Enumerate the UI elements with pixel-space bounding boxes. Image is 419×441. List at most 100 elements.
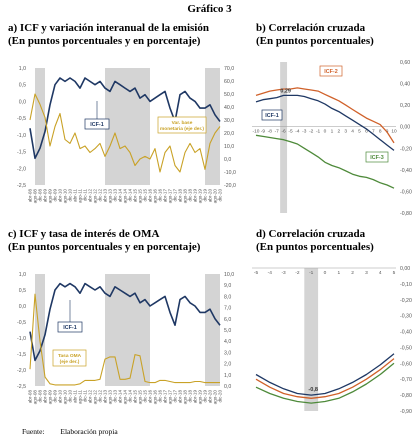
panel-b-shade xyxy=(280,62,288,213)
panel-a-x-tick: dic-14 xyxy=(128,189,133,202)
panel-d-min-label: -0,8 xyxy=(308,387,318,393)
panel-c-x-tick: dic-16 xyxy=(158,390,163,403)
panel-c-x-tick: ago-19 xyxy=(198,390,203,405)
panel-b-x-tick: -5 xyxy=(288,129,293,135)
panel-c-left-tick: 0,5 xyxy=(19,288,26,294)
panel-c-right-tick: 2,0 xyxy=(224,362,231,368)
panel-d-series-2-line xyxy=(255,362,395,404)
panel-d-right-tick: -0,60 xyxy=(400,361,412,367)
panel-c-right-tick: 8,0 xyxy=(224,294,231,300)
panel-c-x-tick: dic-09 xyxy=(53,390,58,403)
panel-c-x-tick: ago-16 xyxy=(153,390,158,405)
panel-b-icf1-label: ICF-1 xyxy=(265,113,278,119)
panel-c-title-line1: c) ICF y tasa de interés de OMA xyxy=(8,228,160,240)
panel-b-right-tick: -0,60 xyxy=(400,189,412,195)
panel-d-x-tick: 1 xyxy=(337,270,340,276)
panel-a-series-0-line xyxy=(29,77,221,160)
panel-c-left-tick: -1,0 xyxy=(17,336,26,342)
panel-b-x-tick: 5 xyxy=(358,129,361,135)
panel-d-x-tick: 5 xyxy=(393,270,396,276)
panel-c-x-tick: abr-16 xyxy=(148,390,153,404)
panel-a-title: a) ICF y variación interanual de la emis… xyxy=(8,22,209,48)
panel-a-x-tick: abr-13 xyxy=(103,189,108,203)
panel-a-x-tick: dic-08 xyxy=(38,189,43,202)
panel-d-shade xyxy=(304,268,319,411)
panel-b-icf3-label-box xyxy=(365,151,389,163)
panel-d-title-line1: d) Correlación cruzada xyxy=(256,228,366,240)
panel-a-x-tick: dic-16 xyxy=(158,189,163,202)
panel-b-x-tick: -1 xyxy=(316,129,321,135)
panel-b-series-2-line xyxy=(255,134,395,189)
panel-c-right-tick: 7,0 xyxy=(224,306,231,312)
panel-c-x-tick: ago-10 xyxy=(63,390,68,405)
panel-c-shade-2 xyxy=(205,274,220,386)
panel-a-x-tick: dic-17 xyxy=(173,189,178,202)
panel-a-left-tick: -1,5 xyxy=(17,150,26,156)
panel-b-x-tick: 10 xyxy=(391,129,397,135)
panel-a-x-tick: abr-19 xyxy=(193,189,198,203)
panel-b-x-tick: 4 xyxy=(351,129,354,135)
panel-d-x-tick: 0 xyxy=(324,270,327,276)
panel-b-x-tick: -6 xyxy=(281,129,286,135)
source-footer: Fuente: Elaboración propia xyxy=(22,427,132,436)
panel-c-left-tick: -2,0 xyxy=(17,368,26,374)
panel-b-x-tick: -7 xyxy=(275,129,280,135)
panel-b-title: b) Correlación cruzada (En puntos porcen… xyxy=(256,22,374,48)
panel-d-right-tick: -0,10 xyxy=(400,282,412,288)
panel-b-x-tick: 8 xyxy=(379,129,382,135)
panel-c-x-tick: dic-13 xyxy=(113,390,118,403)
panel-c-x-tick: ago-13 xyxy=(108,390,113,405)
panel-a-title-line2: (En puntos porcentuales y en porcentaje) xyxy=(8,35,201,47)
panel-a-x-tick: ago-15 xyxy=(138,189,143,204)
panel-b-peak-label: 0,29 xyxy=(280,88,291,94)
panel-a-x-tick: ago-12 xyxy=(93,189,98,204)
panel-a-left-tick: -2,5 xyxy=(17,183,26,189)
panel-a-x-tick: dic-19 xyxy=(203,189,208,202)
panel-d-title: d) Correlación cruzada (En puntos porcen… xyxy=(256,228,374,254)
panel-a-x-tick: abr-11 xyxy=(73,189,78,202)
panel-b-x-tick: 1 xyxy=(331,129,334,135)
panel-a-basemon-label-box xyxy=(157,116,207,134)
panel-c-title-line2: (En puntos porcentuales y en porcentaje) xyxy=(8,241,201,253)
panel-c-x-tick: abr-10 xyxy=(58,390,63,404)
panel-a-x-tick: ago-08 xyxy=(33,189,38,204)
panel-c-x-tick: dic-18 xyxy=(188,390,193,403)
panel-c-x-tick: abr-19 xyxy=(193,390,198,404)
panel-a-x-tick: abr-20 xyxy=(208,189,213,203)
panel-b-x-tick: -9 xyxy=(261,129,266,135)
panel-a-right-tick: -10,0 xyxy=(224,170,236,176)
panel-a-left-tick: -0,5 xyxy=(17,116,26,122)
panel-c-x-tick: ago-12 xyxy=(93,390,98,405)
panel-c-shade-1 xyxy=(105,274,150,386)
panel-d-series-0-line xyxy=(255,353,395,396)
panel-c-left-tick: 0,0 xyxy=(19,304,26,310)
panel-d-right-tick: -0,40 xyxy=(400,330,412,336)
panel-a-x-tick: ago-09 xyxy=(48,189,53,204)
panel-a-x-tick: abr-18 xyxy=(178,189,183,203)
panel-a-x-tick: abr-12 xyxy=(88,189,93,203)
panel-b-x-tick: 0 xyxy=(324,129,327,135)
panel-c-right-tick: 5,0 xyxy=(224,328,231,334)
panel-b-x-tick: 7 xyxy=(372,129,375,135)
panel-a-x-tick: abr-08 xyxy=(28,189,33,203)
panel-c-x-tick: ago-08 xyxy=(33,390,38,405)
panel-d-x-tick: -4 xyxy=(268,270,273,276)
panel-a-x-tick: dic-12 xyxy=(98,189,103,202)
panel-d-right-tick: -0,20 xyxy=(400,298,412,304)
panel-a-x-tick: dic-11 xyxy=(83,189,88,202)
panel-a-x-tick: dic-09 xyxy=(53,189,58,202)
panel-a-x-tick: abr-09 xyxy=(43,189,48,203)
panel-c-right-tick: 6,0 xyxy=(224,317,231,323)
panel-d-x-tick: -1 xyxy=(309,270,314,276)
panel-c-x-tick: abr-08 xyxy=(28,390,33,404)
panel-b-icf2-label-box xyxy=(319,65,343,77)
source-value: Elaboración propia xyxy=(60,427,118,436)
panel-a-x-tick: abr-10 xyxy=(58,189,63,203)
panel-b-x-tick: 3 xyxy=(344,129,347,135)
panel-c-oma-label-2: (eje der.) xyxy=(60,359,80,365)
panel-a-left-tick: -1,0 xyxy=(17,133,26,139)
panel-c-shade-0 xyxy=(35,274,45,386)
panel-a-basemon-label: Var. base xyxy=(172,120,193,126)
panel-b-right-tick: 0,40 xyxy=(400,82,410,88)
